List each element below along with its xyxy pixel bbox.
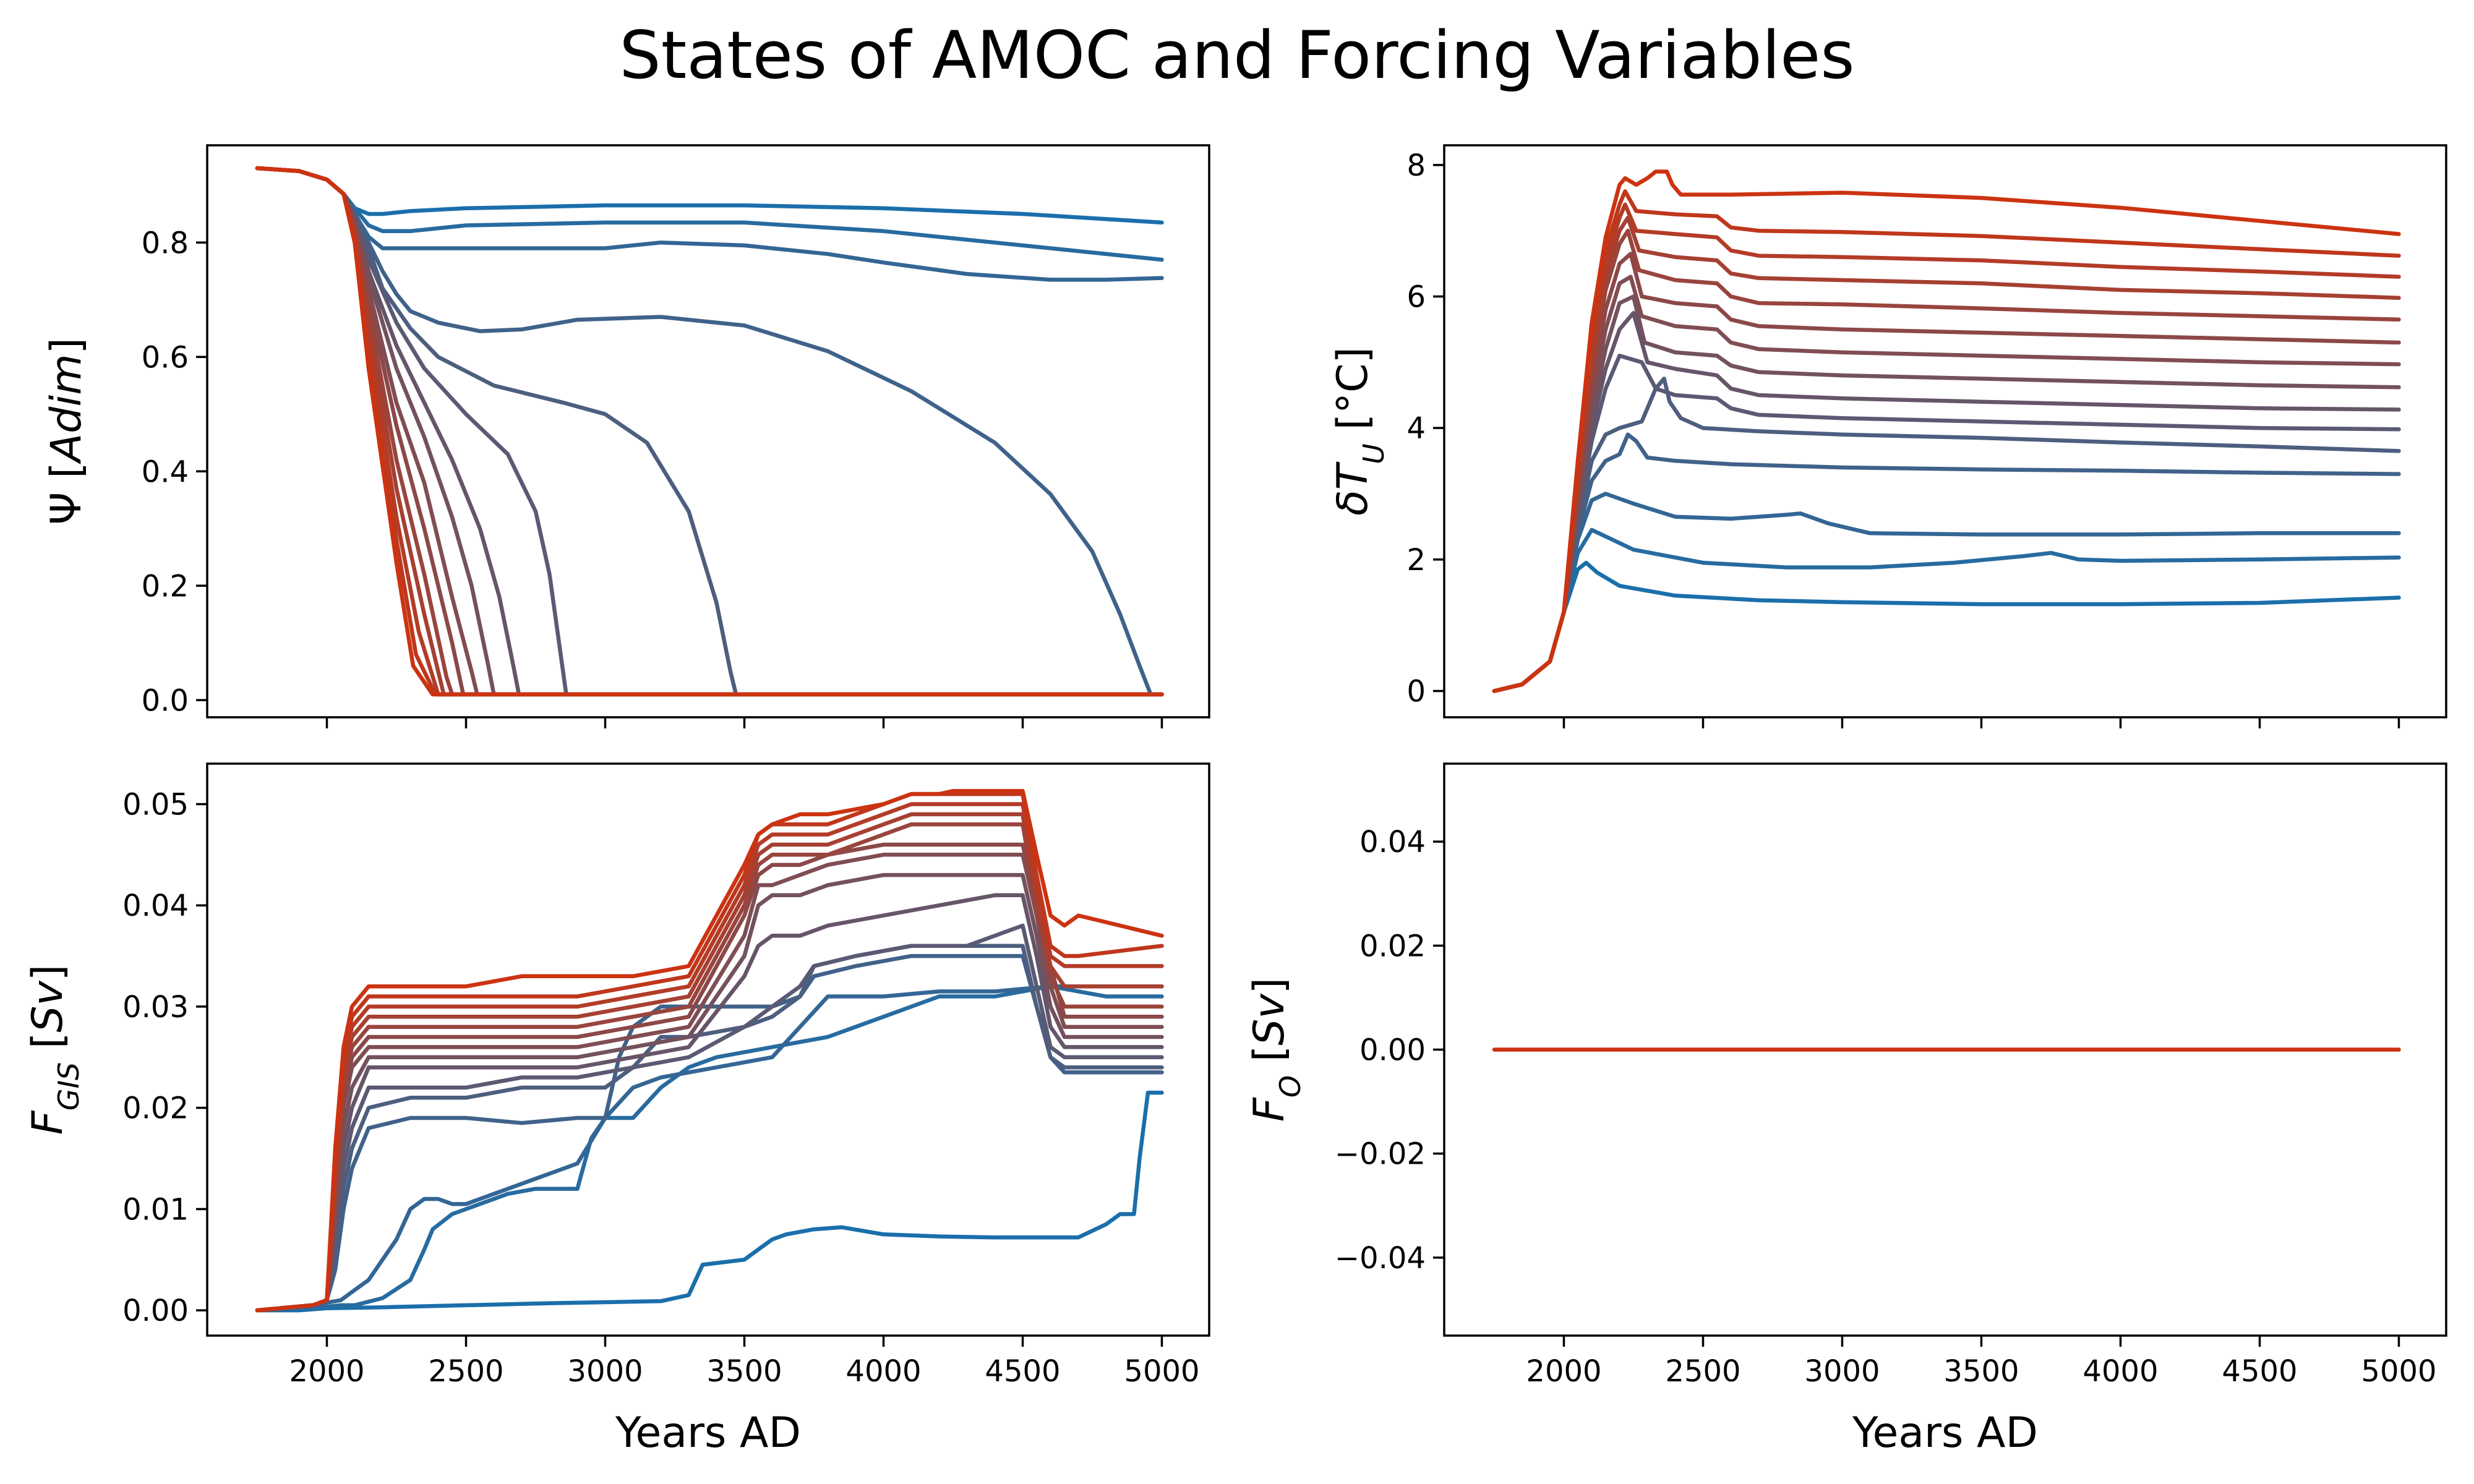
- x-tick-label: 3000: [1804, 1354, 1880, 1389]
- series-line-12: [1492, 215, 2401, 693]
- series-line-12: [255, 812, 1164, 1313]
- y-tick-label: 0.04: [122, 889, 189, 923]
- y-tick-label: 0.05: [122, 787, 189, 822]
- series-line-15: [255, 166, 1164, 697]
- y-tick-label: 0.01: [122, 1192, 189, 1227]
- axes-frame: [1443, 144, 2447, 719]
- y-axis-label: δTU [°C]: [1329, 347, 1390, 516]
- series-line-14: [255, 791, 1164, 1313]
- axes-frame: [206, 144, 1210, 719]
- x-axis-label: Years AD: [615, 1409, 801, 1457]
- series-line-7: [255, 893, 1164, 1313]
- x-tick-label: 3500: [706, 1354, 782, 1389]
- series-group: [255, 166, 1164, 697]
- x-tick-label: 2500: [1665, 1354, 1740, 1389]
- x-tick-label: 4000: [2082, 1354, 2158, 1389]
- series-group: [255, 788, 1164, 1313]
- y-tick-label: 0.00: [122, 1294, 189, 1328]
- series-line-6: [255, 923, 1164, 1313]
- y-tick-label: 6: [1406, 280, 1426, 315]
- x-tick-label: 3000: [567, 1354, 643, 1389]
- series-line-15: [255, 788, 1164, 1313]
- y-tick-label: 0.02: [1359, 929, 1426, 963]
- y-tick-label: 8: [1406, 148, 1426, 183]
- x-tick-label: 3500: [1943, 1354, 2019, 1389]
- y-tick-label: 0.8: [142, 226, 189, 260]
- axes-frame: [206, 762, 1210, 1337]
- series-line-4: [255, 953, 1164, 1313]
- x-tick-label: 2500: [428, 1354, 503, 1389]
- y-tick-label: −0.02: [1335, 1137, 1426, 1172]
- y-tick-label: 0.2: [142, 569, 189, 603]
- series-line-3: [1492, 492, 2401, 693]
- series-group: [1492, 169, 2401, 693]
- series-line-6: [1492, 353, 2401, 693]
- y-tick-label: 0.03: [122, 990, 189, 1025]
- series-line-3: [255, 984, 1164, 1313]
- panel-fo: 2000 2500 3000 3500 4000 4500 5000 −0.04 −0.02 0.…: [1245, 762, 2447, 1457]
- y-axis-label: FO [Sv]: [1245, 978, 1307, 1122]
- y-tick-label: 0.00: [1359, 1033, 1426, 1068]
- y-tick-label: 0.04: [1359, 825, 1426, 859]
- y-tick-label: 0: [1406, 674, 1426, 709]
- y-axis-label: Ψ [Adim]: [42, 338, 91, 525]
- panel-psi: 0.0 0.2 0.4 0.6 0.8 Ψ [Adim]: [42, 144, 1210, 728]
- y-tick-label: 0.02: [122, 1091, 189, 1126]
- y-tick-label: 0.6: [142, 340, 189, 375]
- x-tick-label: 2000: [289, 1354, 364, 1389]
- y-tick-label: −0.04: [1335, 1241, 1426, 1276]
- panel-fgis: 2000 2500 3000 3500 4000 4500 5000 0.00 0.01 0.02…: [24, 762, 1210, 1457]
- y-tick-label: 4: [1406, 411, 1426, 446]
- x-tick-label: 4500: [985, 1354, 1060, 1389]
- y-tick-label: 0.4: [142, 454, 189, 489]
- x-tick-label: 2000: [1526, 1354, 1601, 1389]
- x-axis-label: Years AD: [1852, 1409, 2038, 1457]
- x-tick-label: 5000: [2361, 1354, 2436, 1389]
- figure-title: States of AMOC and Forcing Variables: [619, 17, 1855, 93]
- series-line-1: [255, 1090, 1164, 1313]
- panel-dtu: 0 2 4 6 8 δTU [°C]: [1329, 144, 2447, 728]
- series-line-5: [255, 944, 1164, 1313]
- series-line-9: [255, 853, 1164, 1313]
- y-axis-label: FGIS [Sv]: [24, 965, 85, 1135]
- y-tick-label: 2: [1406, 543, 1426, 578]
- series-line-15: [1492, 169, 2401, 693]
- x-tick-label: 4000: [845, 1354, 921, 1389]
- y-tick-label: 0.0: [142, 683, 189, 718]
- x-tick-label: 4500: [2222, 1354, 2297, 1389]
- series-line-8: [255, 872, 1164, 1313]
- x-tick-label: 5000: [1124, 1354, 1199, 1389]
- series-line-1: [1492, 560, 2401, 693]
- series-line-14: [1492, 189, 2401, 693]
- series-line-1: [255, 166, 1164, 225]
- series-line-2: [1492, 527, 2401, 693]
